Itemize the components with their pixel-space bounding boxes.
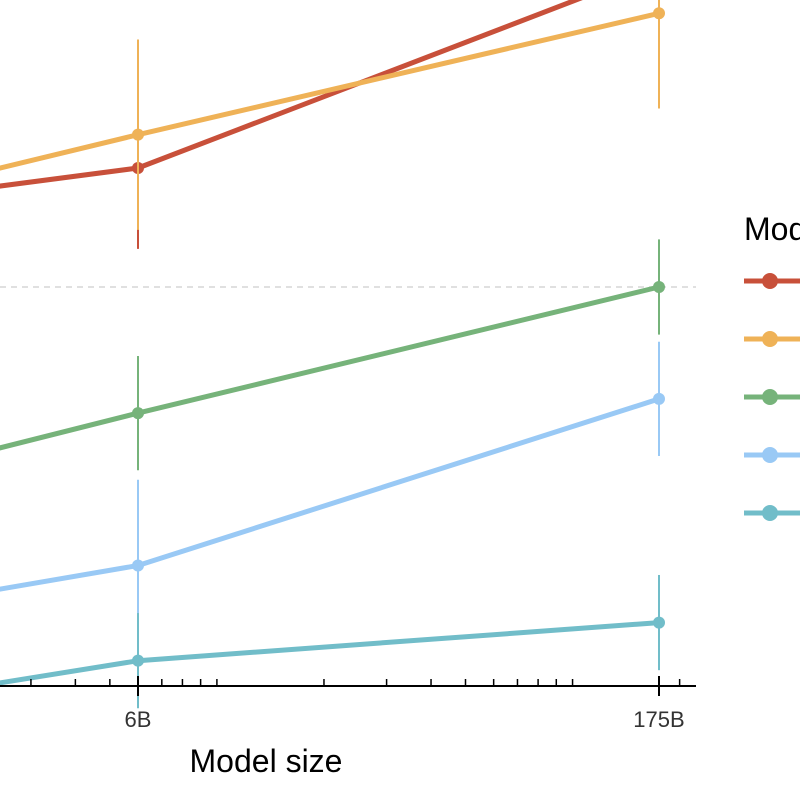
x-tick-label: 6B bbox=[125, 707, 152, 732]
data-point bbox=[653, 616, 665, 629]
data-point bbox=[132, 128, 144, 141]
legend-swatch-marker bbox=[762, 273, 778, 289]
legend-swatch-marker bbox=[762, 447, 778, 463]
x-tick-label: 175B bbox=[633, 707, 684, 732]
x-axis-label: Model size bbox=[190, 743, 343, 779]
series-2 bbox=[0, 0, 665, 230]
series-4 bbox=[0, 341, 665, 652]
series-line bbox=[0, 0, 583, 189]
legend-swatch-marker bbox=[762, 331, 778, 347]
legend-swatch-marker bbox=[762, 505, 778, 521]
series-3 bbox=[0, 239, 665, 471]
series-5 bbox=[0, 574, 665, 709]
legend-swatch-marker bbox=[762, 389, 778, 405]
series-line bbox=[0, 284, 662, 451]
data-point bbox=[653, 7, 665, 20]
series-line bbox=[0, 10, 662, 171]
data-point bbox=[132, 654, 144, 667]
data-point bbox=[132, 559, 144, 572]
x-axis: 6B 175B bbox=[0, 676, 696, 732]
data-point bbox=[132, 407, 144, 420]
data-point bbox=[653, 392, 665, 405]
data-point bbox=[653, 281, 665, 293]
series-layer bbox=[0, 0, 665, 709]
series-line bbox=[0, 396, 662, 592]
legend bbox=[744, 273, 800, 521]
legend-title: Mod bbox=[744, 211, 800, 247]
series-line bbox=[0, 620, 662, 686]
